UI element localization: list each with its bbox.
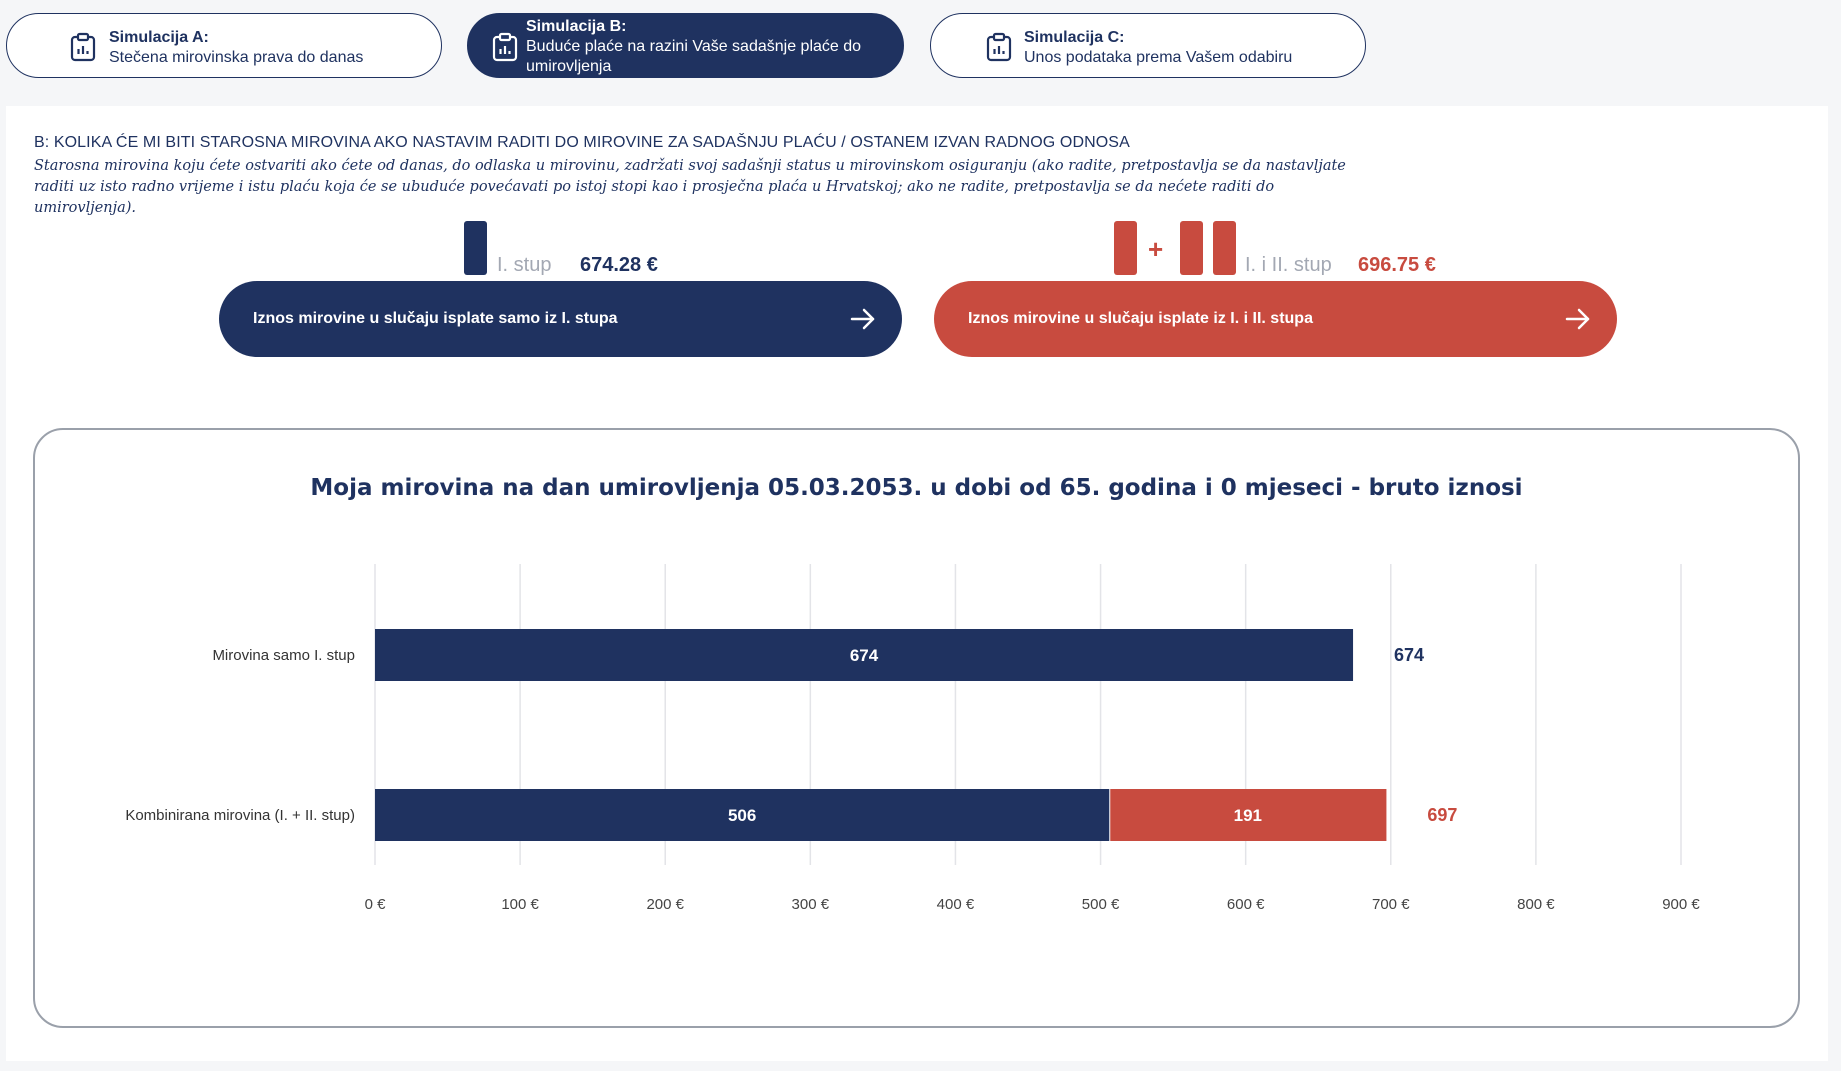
chart-title: Moja mirovina na dan umirovljenja 05.03.…: [310, 475, 1523, 501]
bar-total-label: 674: [1394, 645, 1424, 665]
tab-title: Simulacija C:: [1024, 29, 1125, 46]
tab-subtitle: Unos podataka prema Vašem odabiru: [1024, 49, 1293, 66]
category-label: Kombinirana mirovina (I. + II. stup): [125, 807, 355, 824]
category-label: Mirovina samo I. stup: [212, 647, 355, 664]
pension-chart: 0 € 100 € 200 € 300 € 400 € 500 € 600 € 700 € 80…: [125, 564, 1700, 913]
pillar-combined-marker-2: [1180, 221, 1203, 275]
clipboard-chart-icon: [986, 32, 1012, 62]
bar-segment: [1110, 789, 1387, 841]
x-tick-label: 400 €: [937, 896, 975, 913]
bar-segment: [375, 789, 1110, 841]
x-tick-label: 0 €: [365, 896, 387, 913]
x-tick-label: 800 €: [1517, 896, 1555, 913]
arrow-right-icon: [850, 308, 875, 330]
x-tick-label: 600 €: [1227, 896, 1265, 913]
pillar-combined-marker-1: [1114, 221, 1137, 275]
section-description: Starosna mirovina koju ćete ostvariti ak…: [34, 158, 1346, 216]
section-heading: B: KOLIKA ĆE MI BITI STAROSNA MIROVINA A…: [34, 134, 1130, 151]
tab-simulation-a[interactable]: Simulacija A: Stečena mirovinska prava d…: [6, 13, 442, 78]
tab-title: Simulacija A:: [109, 29, 209, 46]
pension-chart-card: Moja mirovina na dan umirovljenja 05.03.…: [33, 428, 1800, 1028]
bar-value-label: 191: [1234, 806, 1262, 825]
first-pillar-pension-button[interactable]: Iznos mirovine u slučaju isplate samo iz…: [219, 281, 902, 357]
tab-simulation-b[interactable]: Simulacija B: Buduće plaće na razini Vaš…: [467, 13, 904, 78]
bar-segment: [375, 629, 1354, 681]
clipboard-chart-icon: [70, 32, 96, 62]
clipboard-chart-icon: [492, 32, 518, 62]
tab-subtitle: Buduće plaće na razini Vaše sadašnje pla…: [526, 38, 862, 75]
pillar-combined-value: 696.75 €: [1358, 254, 1436, 276]
button-label: Iznos mirovine u slučaju isplate samo iz…: [253, 310, 618, 327]
simulation-panel: B: KOLIKA ĆE MI BITI STAROSNA MIROVINA A…: [6, 106, 1828, 1061]
bar-value-label: 674: [850, 646, 879, 665]
pillar-first-value: 674.28 €: [580, 254, 658, 276]
button-label: Iznos mirovine u slučaju isplate iz I. i…: [968, 310, 1313, 327]
bar-value-label: 506: [728, 806, 756, 825]
tab-subtitle: Stečena mirovinska prava do danas: [109, 49, 364, 66]
arrow-right-icon: [1565, 308, 1590, 330]
x-tick-label: 100 €: [501, 896, 539, 913]
bar-total-label: 697: [1427, 805, 1457, 825]
x-tick-label: 200 €: [646, 896, 684, 913]
tab-title: Simulacija B:: [526, 18, 627, 35]
plus-sign: +: [1148, 234, 1164, 264]
x-tick-label: 300 €: [792, 896, 830, 913]
x-tick-label: 500 €: [1082, 896, 1120, 913]
pillar-combined-marker-3: [1213, 221, 1236, 275]
pillar-first-label: I. stup: [497, 254, 552, 276]
x-tick-label: 700 €: [1372, 896, 1410, 913]
x-tick-label: 900 €: [1662, 896, 1700, 913]
pillar-first-marker: [464, 221, 487, 275]
combined-pension-button[interactable]: Iznos mirovine u slučaju isplate iz I. i…: [934, 281, 1617, 357]
pillar-combined-label: I. i II. stup: [1245, 254, 1332, 276]
tab-simulation-c[interactable]: Simulacija C: Unos podataka prema Vašem …: [930, 13, 1366, 78]
